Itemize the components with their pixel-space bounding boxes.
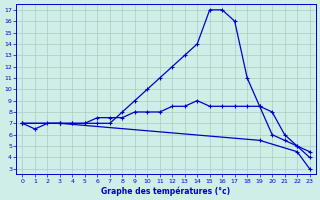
X-axis label: Graphe des températures (°c): Graphe des températures (°c) [101,186,231,196]
